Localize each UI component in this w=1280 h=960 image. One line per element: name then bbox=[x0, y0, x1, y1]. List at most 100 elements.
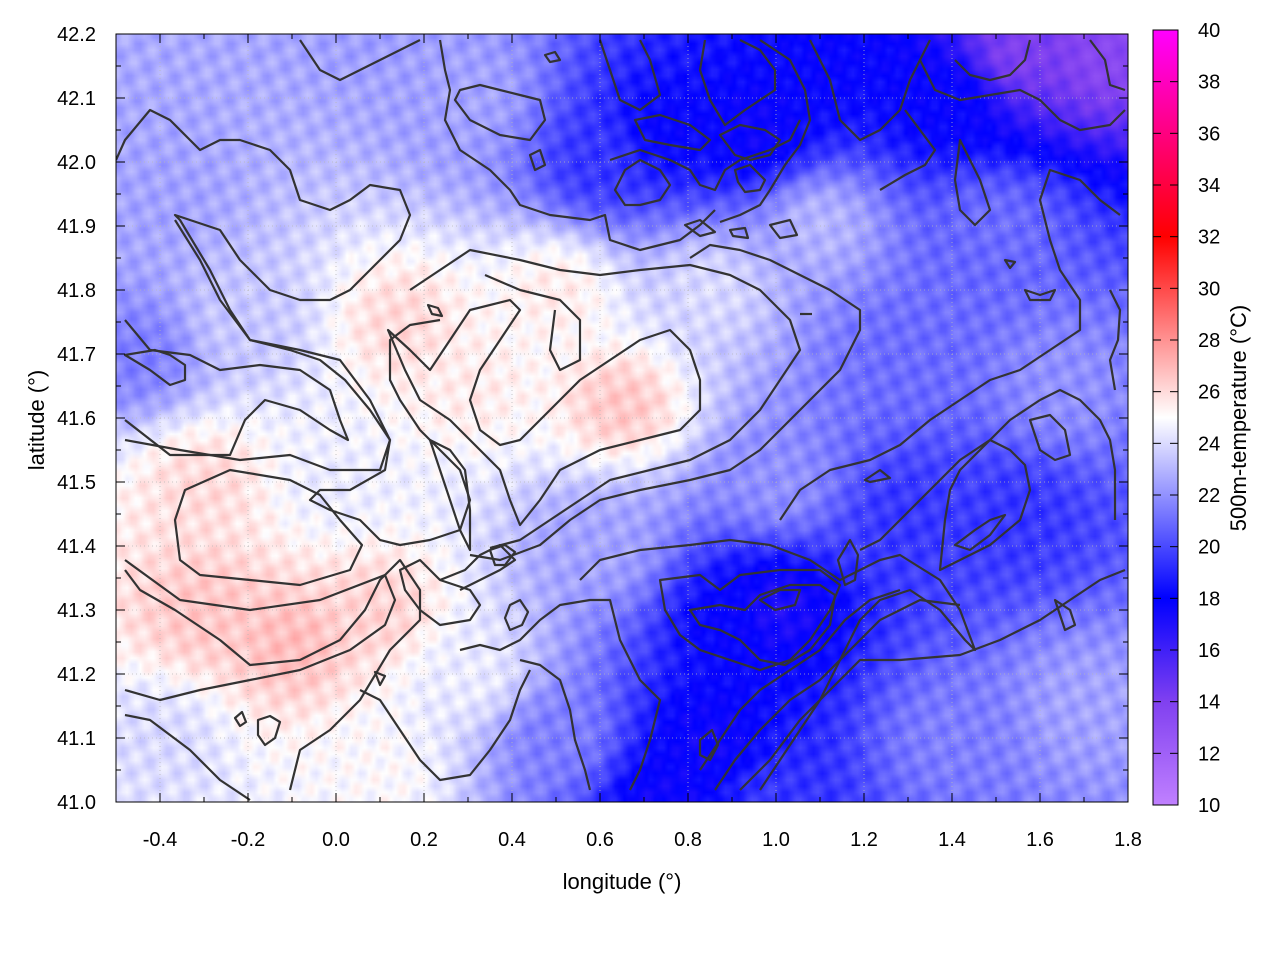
colorbar-tick-label: 34 bbox=[1198, 175, 1220, 197]
contour-line bbox=[613, 158, 672, 207]
colorbar-tick-label: 16 bbox=[1198, 640, 1220, 662]
colorbar-tick-label: 12 bbox=[1198, 743, 1220, 765]
contour-line bbox=[116, 108, 412, 472]
contour-line bbox=[469, 243, 862, 562]
contour-line bbox=[439, 543, 517, 591]
contour-line bbox=[683, 218, 717, 238]
contour-line bbox=[954, 39, 1032, 82]
contour-line bbox=[519, 658, 592, 791]
colorbar-tick-label: 14 bbox=[1198, 692, 1220, 714]
y-tick-label: 41.3 bbox=[57, 600, 96, 622]
contour-line bbox=[233, 710, 248, 728]
x-tick-label: 0.4 bbox=[498, 829, 526, 851]
x-tick-label: -0.4 bbox=[143, 829, 177, 851]
x-tick-label: 1.0 bbox=[762, 829, 790, 851]
contour-line bbox=[1053, 598, 1077, 632]
contour-line bbox=[938, 438, 1032, 572]
contour-line bbox=[386, 298, 702, 527]
contour-line bbox=[714, 598, 961, 791]
contour-line bbox=[953, 513, 1007, 552]
colorbar-tick-label: 30 bbox=[1198, 278, 1220, 300]
y-tick-label: 41.7 bbox=[57, 344, 96, 366]
x-tick-label: 0.6 bbox=[586, 829, 614, 851]
y-tick-label: 42.1 bbox=[57, 88, 96, 110]
x-tick-label: -0.2 bbox=[231, 829, 265, 851]
contour-line bbox=[174, 219, 472, 547]
colorbar-tick-label: 28 bbox=[1198, 330, 1220, 352]
x-axis-title: longitude (°) bbox=[563, 869, 682, 894]
contour-line bbox=[299, 39, 421, 82]
colorbar-tick-label: 26 bbox=[1198, 382, 1220, 404]
y-axis-tick-labels: 41.0 41.1 41.2 41.3 41.4 41.5 41.6 41.7 41.8 41.9… bbox=[57, 24, 96, 814]
contour-line bbox=[688, 583, 837, 667]
contour-line bbox=[438, 39, 716, 252]
colorbar-tick-label: 18 bbox=[1198, 588, 1220, 610]
y-tick-label: 41.5 bbox=[57, 472, 96, 494]
colorbar-tick-label: 24 bbox=[1198, 433, 1220, 455]
x-tick-label: 1.6 bbox=[1026, 829, 1054, 851]
contour-line bbox=[879, 109, 937, 191]
contour-line bbox=[779, 168, 1121, 521]
contour-line bbox=[124, 558, 422, 791]
contour-line bbox=[1089, 39, 1126, 92]
colorbar-tick-label: 32 bbox=[1198, 227, 1220, 249]
x-tick-label: 1.2 bbox=[850, 829, 878, 851]
plot-area: -0.4 -0.2 0.0 0.2 0.4 0.6 0.8 1.0 1.2 1.4 1.6 1.8 4… bbox=[57, 24, 1142, 851]
contour-line bbox=[836, 538, 860, 587]
contour-line bbox=[409, 248, 802, 550]
contour-line bbox=[809, 39, 931, 142]
contour-line bbox=[719, 39, 812, 224]
y-tick-label: 41.8 bbox=[57, 280, 96, 302]
contour-line bbox=[758, 588, 802, 612]
y-tick-label: 41.0 bbox=[57, 792, 96, 814]
contour-line bbox=[503, 598, 530, 632]
x-tick-label: 0.8 bbox=[674, 829, 702, 851]
contour-line bbox=[739, 568, 1126, 791]
contour-line bbox=[919, 59, 1126, 132]
contour-line bbox=[768, 218, 799, 240]
y-tick-label: 42.0 bbox=[57, 152, 96, 174]
y-tick-label: 42.2 bbox=[57, 24, 96, 46]
contour-line bbox=[1023, 288, 1057, 302]
y-axis-title: latitude (°) bbox=[24, 370, 49, 471]
contour-line bbox=[633, 113, 712, 152]
colorbar-gradient bbox=[1152, 29, 1179, 806]
contour-line bbox=[123, 348, 187, 387]
contour-line bbox=[733, 163, 767, 194]
colorbar-tick-label: 40 bbox=[1198, 20, 1220, 42]
contour-line bbox=[373, 670, 387, 687]
contour-line bbox=[459, 598, 662, 791]
contour-line bbox=[1108, 289, 1122, 391]
contour-line bbox=[124, 559, 397, 702]
contour-line bbox=[863, 468, 892, 484]
contour-line bbox=[124, 713, 251, 801]
contour-line bbox=[398, 558, 482, 627]
x-axis-ticks bbox=[115, 34, 1129, 802]
contour-line bbox=[426, 303, 444, 318]
contour-line bbox=[859, 388, 1117, 551]
y-tick-label: 41.4 bbox=[57, 536, 96, 558]
contour-line bbox=[484, 273, 582, 372]
contour-line bbox=[1003, 258, 1017, 270]
contour-line bbox=[359, 669, 531, 782]
contour-line bbox=[699, 588, 901, 771]
contour-line bbox=[658, 568, 842, 672]
colorbar-tick-labels: 10 12 14 16 18 20 22 24 26 28 30 32 34 36 38 40 bbox=[1198, 20, 1220, 817]
contour-line bbox=[173, 468, 364, 587]
colorbar: 10 12 14 16 18 20 22 24 26 28 30 32 34 36 38 40 bbox=[1152, 20, 1220, 817]
contour-line bbox=[488, 543, 517, 567]
contour-line bbox=[953, 138, 992, 227]
x-tick-label: 1.4 bbox=[938, 829, 966, 851]
colorbar-tick-label: 22 bbox=[1198, 485, 1220, 507]
y-tick-label: 41.2 bbox=[57, 664, 96, 686]
contour-line bbox=[528, 148, 547, 172]
contour-line bbox=[256, 714, 282, 747]
colorbar-tick-label: 38 bbox=[1198, 72, 1220, 94]
contour-line bbox=[698, 728, 720, 762]
contour-line bbox=[1028, 413, 1072, 462]
y-axis-ticks bbox=[116, 33, 1128, 803]
x-axis-tick-labels: -0.4 -0.2 0.0 0.2 0.4 0.6 0.8 1.0 1.2 1.4 1.6 1.8 bbox=[143, 829, 1142, 851]
colorbar-tick-label: 10 bbox=[1198, 795, 1220, 817]
contour-line bbox=[718, 123, 782, 162]
